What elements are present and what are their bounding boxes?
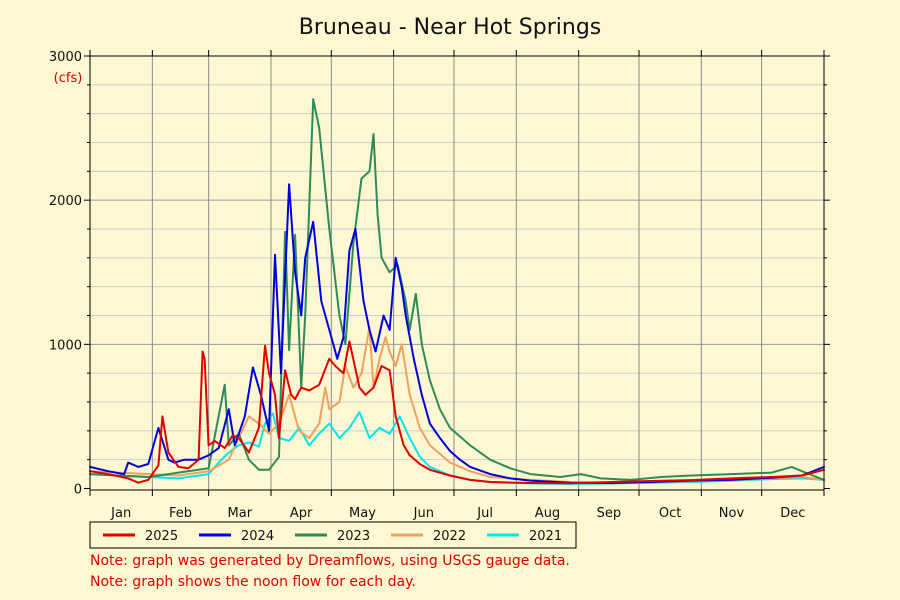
- y-tick-label: 0: [74, 483, 82, 498]
- x-tick-label: Oct: [659, 506, 681, 521]
- plot-frame: [89, 55, 825, 491]
- y-tick-label: 3000: [49, 50, 82, 65]
- y-tick-labels: 0 1000 2000 3000: [49, 50, 82, 498]
- legend: 2025 2024 2023 2022 2021: [103, 529, 562, 544]
- series-line-2024: [89, 183, 825, 484]
- legend-label-2024: 2024: [241, 529, 274, 544]
- note-source: Note: graph was generated by Dreamflows,…: [90, 553, 570, 569]
- x-tick-label: Jan: [110, 506, 131, 521]
- legend-label-2021: 2021: [529, 529, 562, 544]
- x-tick-label: Jul: [476, 506, 493, 521]
- y-axis-unit-label: (cfs): [54, 71, 83, 86]
- x-tick-label: Jun: [413, 506, 434, 521]
- x-tick-label: Nov: [719, 506, 745, 521]
- note-noon-flow: Note: graph shows the noon flow for each…: [90, 574, 416, 590]
- legend-box: [89, 521, 577, 549]
- x-tick-labels: Jan Feb Mar Apr May Jun Jul Aug Sep Oct Nov Dec: [110, 506, 805, 521]
- series-line-2023: [89, 98, 825, 481]
- series-layer: [89, 98, 825, 485]
- x-tick-label: Aug: [535, 506, 560, 521]
- axis-ticks: [84, 50, 830, 496]
- legend-label-2025: 2025: [145, 529, 178, 544]
- x-tick-label: Mar: [228, 506, 253, 521]
- x-tick-label: Apr: [290, 506, 313, 521]
- x-tick-label: Sep: [597, 506, 622, 521]
- x-tick-label: Dec: [780, 506, 805, 521]
- x-tick-label: Feb: [169, 506, 192, 521]
- y-tick-label: 1000: [49, 338, 82, 353]
- series-line-2025: [89, 340, 825, 485]
- grid: [90, 56, 824, 490]
- x-tick-label: May: [349, 506, 376, 521]
- y-tick-label: 2000: [49, 194, 82, 209]
- legend-label-2023: 2023: [337, 529, 370, 544]
- legend-label-2022: 2022: [433, 529, 466, 544]
- chart-title: Bruneau - Near Hot Springs: [299, 15, 602, 40]
